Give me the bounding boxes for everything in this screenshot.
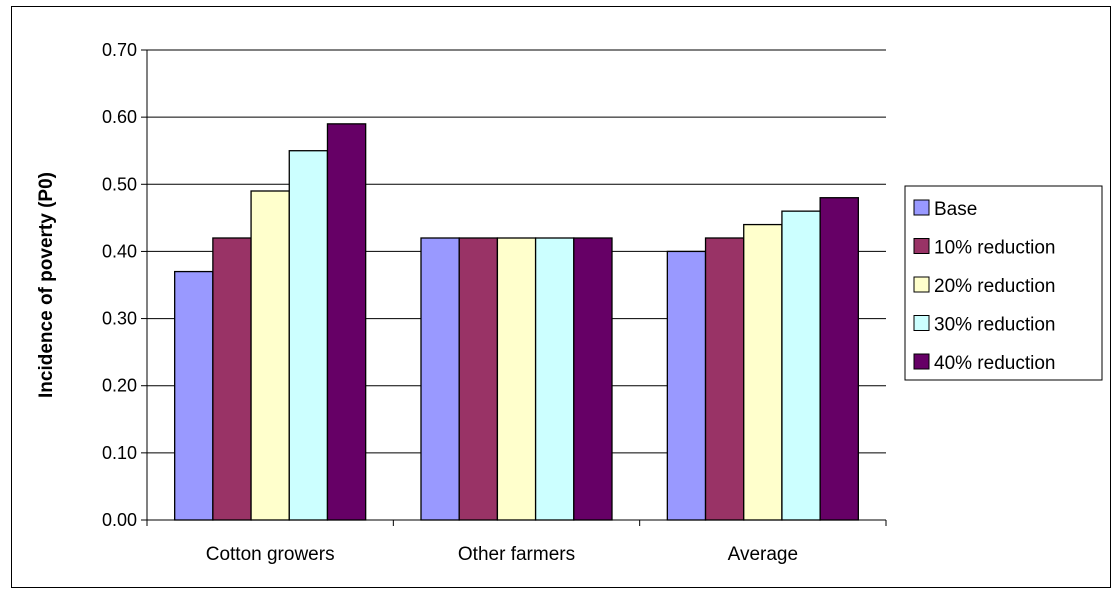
legend-swatch: [913, 238, 930, 254]
legend-box: [904, 185, 1103, 381]
legend-swatch: [913, 199, 930, 216]
bar: [573, 237, 613, 521]
axes: [141, 49, 887, 526]
bar: [704, 237, 745, 521]
y-tick-label: 0.10: [102, 443, 137, 463]
y-tick-label: 0.00: [102, 510, 137, 530]
bars: [174, 123, 859, 521]
legend-label: 20% reduction: [934, 276, 1055, 297]
bar: [666, 250, 707, 521]
y-tick-label: 0.30: [102, 309, 137, 329]
bar: [534, 237, 575, 521]
x-tick-label: Cotton growers: [206, 544, 335, 565]
bar: [496, 237, 537, 521]
legend-label: 10% reduction: [934, 238, 1055, 259]
bar: [326, 123, 367, 521]
y-tick-labels: 0.00 0.10 0.20 0.30 0.40 0.50 0.60 0.70: [102, 40, 137, 530]
y-tick-label: 0.40: [102, 241, 137, 261]
legend: Base 10% reduction 20% reduction 30% reduct…: [904, 185, 1103, 381]
legend-label: 30% reduction: [934, 315, 1055, 336]
bar: [819, 197, 859, 521]
legend-label: 40% reduction: [934, 353, 1055, 374]
y-tick-label: 0.20: [102, 376, 137, 396]
legend-swatch: [913, 276, 930, 293]
x-tick-labels: Cotton growers Other farmers Average: [206, 544, 798, 565]
bar: [212, 237, 252, 521]
legend-swatch: [913, 353, 930, 370]
y-tick-label: 0.70: [102, 40, 137, 60]
bar: [781, 210, 821, 521]
bar: [288, 150, 329, 521]
bar: [250, 190, 290, 521]
bar: [743, 223, 783, 521]
legend-swatch: [913, 315, 930, 331]
bar: [458, 237, 499, 521]
x-tick-label: Average: [728, 544, 798, 565]
bar: [420, 237, 460, 521]
bar: [174, 270, 214, 521]
legend-label: Base: [934, 199, 977, 220]
y-tick-label: 0.50: [102, 174, 137, 194]
y-axis-label: Incidence of poverty (P0): [36, 172, 57, 398]
y-tick-label: 0.60: [102, 107, 137, 127]
x-tick-label: Other farmers: [458, 544, 575, 565]
